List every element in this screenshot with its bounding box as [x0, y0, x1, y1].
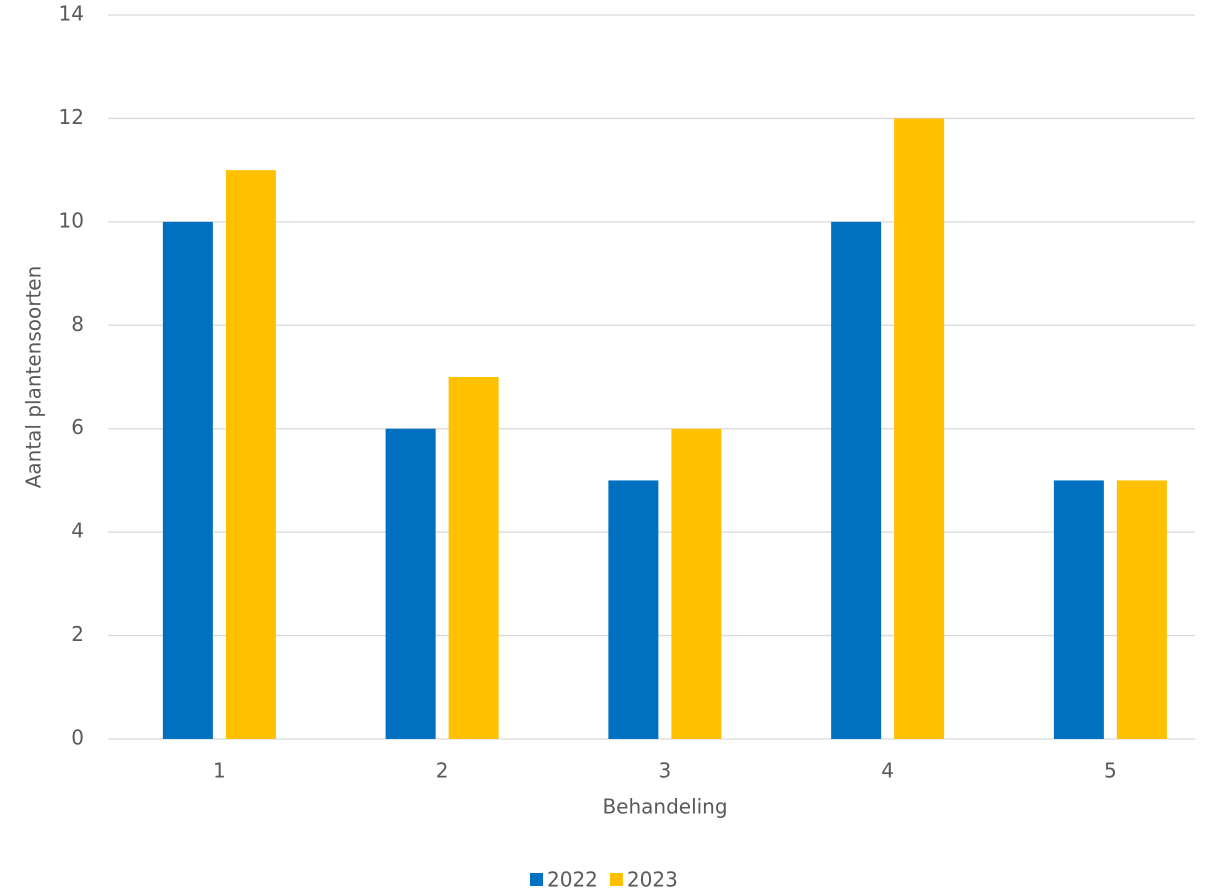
y-axis-title: Aantal plantensoorten	[22, 266, 46, 489]
y-tick-label: 14	[59, 2, 84, 26]
legend-label: 2022	[547, 868, 598, 892]
legend-label: 2023	[627, 868, 678, 892]
bar	[894, 118, 945, 739]
bar	[831, 221, 882, 739]
bar	[225, 170, 276, 740]
bar	[448, 377, 499, 739]
bar	[385, 428, 436, 739]
x-axis-title: Behandeling	[602, 795, 727, 819]
x-tick-label: 5	[1104, 759, 1117, 783]
bar	[671, 428, 722, 739]
y-tick-label: 10	[59, 208, 84, 232]
bar	[1053, 480, 1104, 739]
legend-swatch	[530, 873, 543, 886]
y-tick-label: 6	[71, 415, 84, 439]
x-tick-label: 4	[881, 759, 894, 783]
bar	[1116, 480, 1167, 739]
x-tick-label: 2	[436, 759, 449, 783]
y-tick-label: 0	[71, 726, 84, 750]
bar	[162, 221, 213, 739]
y-tick-label: 12	[59, 105, 84, 129]
bar	[608, 480, 659, 739]
y-tick-label: 8	[71, 312, 84, 336]
legend-swatch	[609, 873, 623, 886]
x-tick-label: 1	[213, 759, 226, 783]
x-tick-label: 3	[659, 759, 672, 783]
y-tick-label: 4	[71, 519, 84, 543]
y-tick-label: 2	[71, 622, 84, 646]
